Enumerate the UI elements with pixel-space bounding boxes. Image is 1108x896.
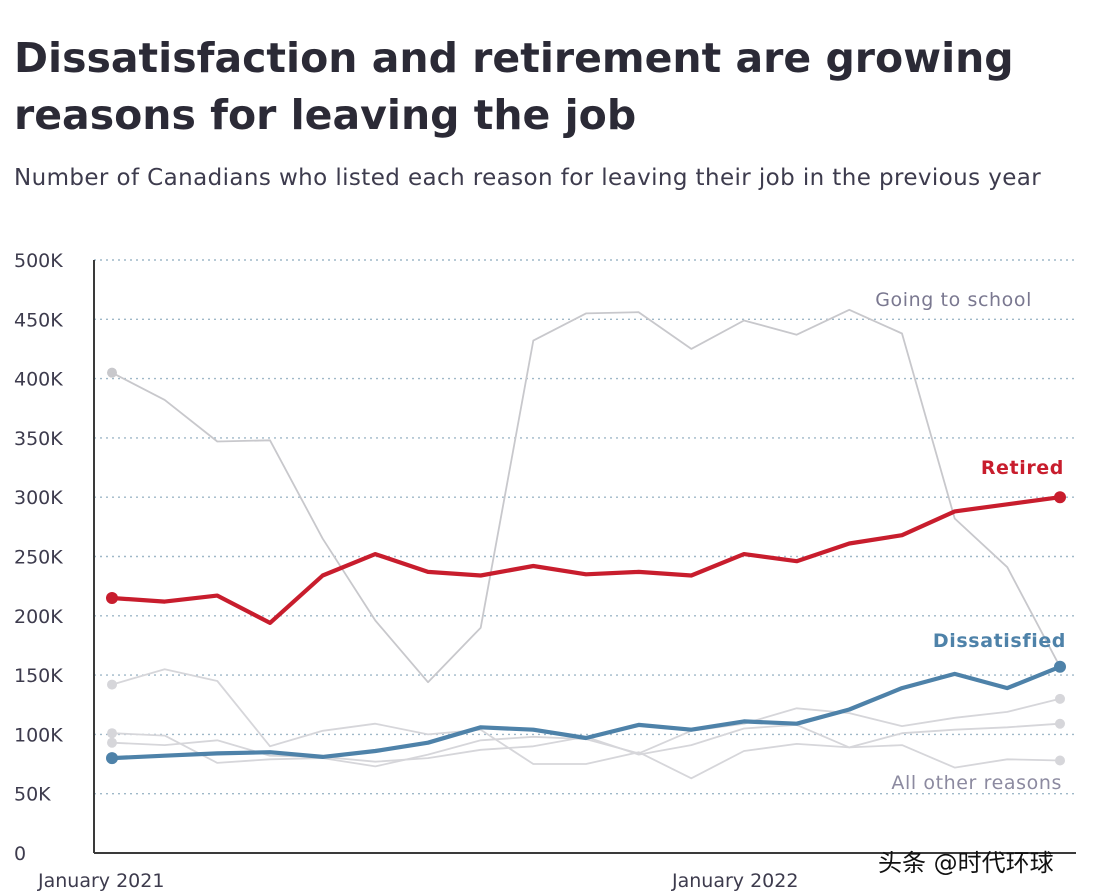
series-line-dissatisfied [109,664,1063,761]
y-tick-label: 250K [14,547,63,569]
y-tick-label: 400K [14,369,63,391]
y-tick-label: 450K [14,309,63,331]
x-tick-label: January 2022 [671,870,798,892]
y-axis: 0 50K 100K 150K 200K 250K 300K 350K 400K 450K 500K… [14,250,1076,892]
series-start-point-other-reason-b [107,728,117,739]
y-tick-label: 350K [14,428,63,450]
series-end-point-other-reason-b [1055,693,1065,704]
series-line-going-to-school [111,308,1061,684]
watermark: 头条 @时代环球 [878,849,1054,877]
y-tick-label: 500K [14,250,63,272]
y-tick-label: 150K [14,665,63,687]
gridlines [94,259,1076,795]
y-tick-label: 200K [14,606,63,628]
x-tick-label: January 2021 [37,870,164,892]
series-label-dissatisfied: Dissatisfied [933,630,1066,652]
series-line-other-reason-c [111,722,1061,763]
series-end-point-dissatisfied [1054,660,1066,673]
context-series [107,308,1065,780]
series-start-point-other-reason-c [107,737,117,748]
series-end-point-retired [1054,491,1066,504]
y-tick-label: 100K [14,724,63,746]
chart-title: Dissatisfaction and retirement are growi… [14,34,1014,139]
y-tick-label: 0 [14,843,26,865]
series-start-point-dissatisfied [106,752,118,765]
series-end-point-other-reason-c [1055,718,1065,729]
series-end-point-other-reason-a [1055,755,1065,766]
series-start-point-retired [106,592,118,605]
highlight-series [106,491,1066,765]
chart-subtitle: Number of Canadians who listed each reas… [14,165,1042,191]
annotation-all-other-reasons: All other reasons [891,772,1062,794]
y-tick-label: 50K [14,784,51,806]
series-start-point-other-reason-a [107,679,117,690]
y-tick-label: 300K [14,487,63,509]
series-line-retired [109,495,1063,625]
series-labels: Going to school Retired Dissatisfied All ot… [875,289,1066,794]
series-label-going-to-school: Going to school [875,289,1032,311]
series-start-point-going-to-school [107,367,117,378]
series-line-other-reason-a [111,668,1061,780]
series-label-retired: Retired [981,457,1064,479]
